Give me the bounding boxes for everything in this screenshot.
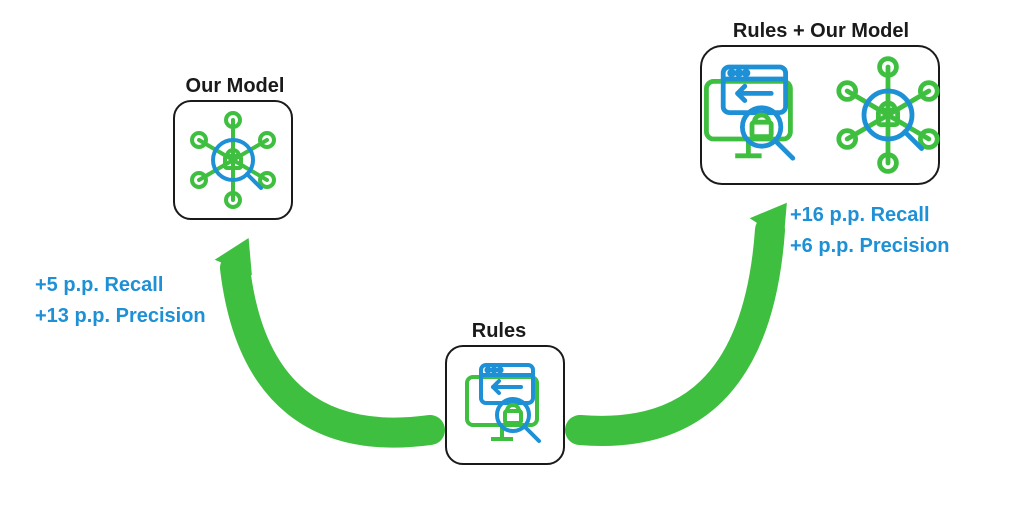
metric-label: p.p. Recall [58, 274, 164, 296]
rules-card [445, 345, 565, 465]
computer-scan-icon [455, 355, 555, 455]
our-model-title: Our Model [170, 75, 300, 98]
metric-row: +16 p.p. Recall [790, 200, 950, 231]
metric-value: +5 [35, 274, 58, 296]
metric-value: +13 [35, 305, 69, 327]
metric-value: +16 [790, 204, 824, 226]
metric-label: p.p. Precision [813, 235, 950, 257]
rules-title: Rules [454, 320, 544, 343]
metric-row: +5 p.p. Recall [35, 270, 206, 301]
metric-row: +6 p.p. Precision [790, 231, 950, 262]
network-threat-icon [183, 110, 283, 210]
combined-card [700, 45, 940, 185]
diagram-stage: Our Model Rules [0, 0, 1024, 509]
metric-row: +13 p.p. Precision [35, 301, 206, 332]
metric-label: p.p. Recall [824, 204, 930, 226]
network-threat-icon [828, 55, 948, 175]
combined-title: Rules + Our Model [706, 20, 936, 43]
our-model-card [173, 100, 293, 220]
metrics-left: +5 p.p. Recall+13 p.p. Precision [35, 270, 206, 332]
metric-label: p.p. Precision [69, 305, 206, 327]
metrics-right: +16 p.p. Recall+6 p.p. Precision [790, 200, 950, 262]
computer-scan-icon [692, 55, 812, 175]
metric-value: +6 [790, 235, 813, 257]
